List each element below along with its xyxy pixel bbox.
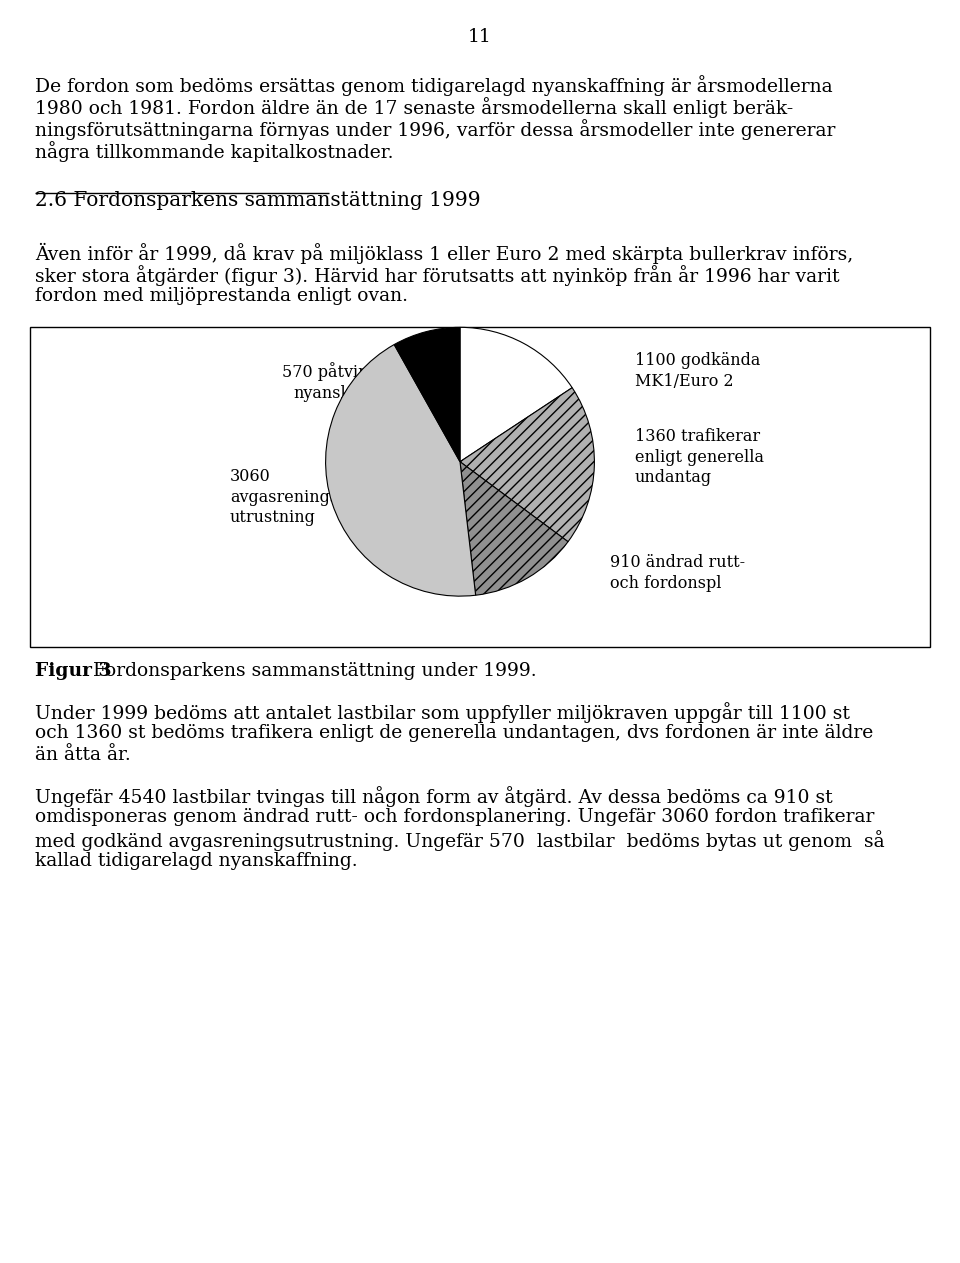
Text: Under 1999 bedöms att antalet lastbilar som uppfyller miljökraven uppgår till 11: Under 1999 bedöms att antalet lastbilar … bbox=[35, 702, 850, 722]
Wedge shape bbox=[460, 388, 594, 542]
Text: Figur 3: Figur 3 bbox=[35, 662, 111, 679]
Wedge shape bbox=[460, 462, 568, 595]
Text: och 1360 st bedöms trafikera enligt de generella undantagen, dvs fordonen är int: och 1360 st bedöms trafikera enligt de g… bbox=[35, 724, 874, 741]
Text: 11: 11 bbox=[468, 28, 492, 45]
Text: 570 påtvingad
nyanskaffn.: 570 påtvingad nyanskaffn. bbox=[281, 362, 398, 402]
Text: omdisponeras genom ändrad rutt- och fordonsplanering. Ungefär 3060 fordon trafik: omdisponeras genom ändrad rutt- och ford… bbox=[35, 808, 875, 826]
Text: med godkänd avgasreningsutrustning. Ungefär 570  lastbilar  bedöms bytas ut geno: med godkänd avgasreningsutrustning. Unge… bbox=[35, 830, 884, 851]
Text: 1360 trafikerar
enligt generella
undantag: 1360 trafikerar enligt generella undanta… bbox=[635, 428, 764, 486]
Wedge shape bbox=[460, 327, 572, 462]
Text: Fordonsparkens sammanstättning under 1999.: Fordonsparkens sammanstättning under 199… bbox=[87, 662, 537, 679]
Wedge shape bbox=[395, 327, 460, 462]
Text: 1980 och 1981. Fordon äldre än de 17 senaste årsmodellerna skall enligt beräk-: 1980 och 1981. Fordon äldre än de 17 sen… bbox=[35, 97, 793, 117]
Text: De fordon som bedöms ersättas genom tidigarelagd nyanskaffning är årsmodellerna: De fordon som bedöms ersättas genom tidi… bbox=[35, 75, 832, 96]
Text: Ungefär 4540 lastbilar tvingas till någon form av åtgärd. Av dessa bedöms ca 910: Ungefär 4540 lastbilar tvingas till någo… bbox=[35, 786, 832, 807]
Text: kallad tidigarelagd nyanskaffning.: kallad tidigarelagd nyanskaffning. bbox=[35, 853, 358, 870]
Wedge shape bbox=[325, 345, 475, 596]
Text: fordon med miljöprestanda enligt ovan.: fordon med miljöprestanda enligt ovan. bbox=[35, 287, 408, 304]
Text: ningsförutsättningarna förnyas under 1996, varför dessa årsmodeller inte generer: ningsförutsättningarna förnyas under 199… bbox=[35, 119, 835, 140]
Text: Även inför år 1999, då krav på miljöklass 1 eller Euro 2 med skärpta bullerkrav : Även inför år 1999, då krav på miljöklas… bbox=[35, 242, 853, 264]
Text: 2.6 Fordonsparkens sammanstättning 1999: 2.6 Fordonsparkens sammanstättning 1999 bbox=[35, 191, 481, 210]
Text: 3060
avgasrenings
utrustning: 3060 avgasrenings utrustning bbox=[230, 467, 338, 527]
Text: några tillkommande kapitalkostnader.: några tillkommande kapitalkostnader. bbox=[35, 141, 394, 162]
Text: 910 ändrad rutt-
och fordonspl: 910 ändrad rutt- och fordonspl bbox=[610, 554, 745, 592]
Text: än åtta år.: än åtta år. bbox=[35, 746, 131, 764]
Text: 1100 godkända
MK1/Euro 2: 1100 godkända MK1/Euro 2 bbox=[635, 352, 760, 390]
Text: sker stora åtgärder (figur 3). Härvid har förutsatts att nyinköp från år 1996 ha: sker stora åtgärder (figur 3). Härvid ha… bbox=[35, 265, 839, 285]
Bar bbox=[30, 327, 930, 647]
